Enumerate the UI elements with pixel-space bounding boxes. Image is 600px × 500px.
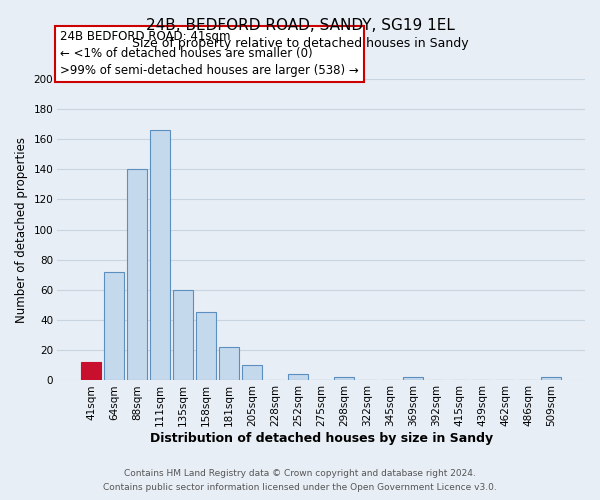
Text: Size of property relative to detached houses in Sandy: Size of property relative to detached ho…	[131, 38, 469, 51]
Y-axis label: Number of detached properties: Number of detached properties	[15, 136, 28, 322]
Text: Contains HM Land Registry data © Crown copyright and database right 2024.: Contains HM Land Registry data © Crown c…	[124, 468, 476, 477]
Bar	[334, 377, 354, 380]
Bar	[196, 312, 216, 380]
Bar	[242, 365, 262, 380]
Bar	[127, 170, 147, 380]
Bar	[82, 362, 101, 380]
Bar	[151, 130, 170, 380]
Bar	[289, 374, 308, 380]
Text: 24B BEDFORD ROAD: 41sqm
← <1% of detached houses are smaller (0)
>99% of semi-de: 24B BEDFORD ROAD: 41sqm ← <1% of detache…	[60, 30, 359, 78]
Bar	[173, 290, 193, 380]
Bar	[220, 347, 239, 380]
Text: Contains public sector information licensed under the Open Government Licence v3: Contains public sector information licen…	[103, 484, 497, 492]
X-axis label: Distribution of detached houses by size in Sandy: Distribution of detached houses by size …	[149, 432, 493, 445]
Bar	[104, 272, 124, 380]
Bar	[541, 377, 561, 380]
Bar	[403, 377, 423, 380]
Text: 24B, BEDFORD ROAD, SANDY, SG19 1EL: 24B, BEDFORD ROAD, SANDY, SG19 1EL	[146, 18, 454, 32]
